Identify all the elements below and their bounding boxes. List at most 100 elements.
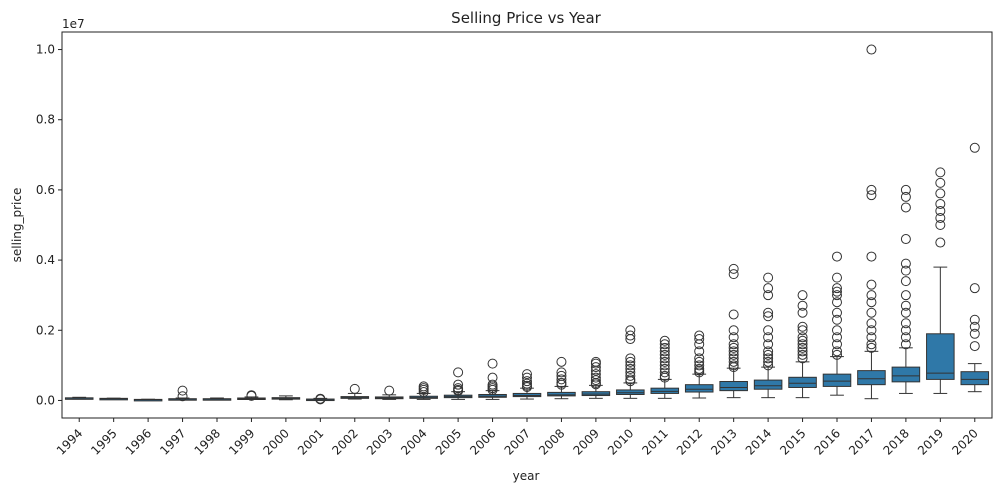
x-tick-label: 2013 xyxy=(708,426,739,457)
x-tick-label: 2003 xyxy=(364,426,395,457)
box-2019 xyxy=(926,167,955,394)
outlier-point xyxy=(625,334,636,345)
outlier-point xyxy=(763,311,774,322)
outlier-point xyxy=(728,332,739,343)
x-tick-label: 2007 xyxy=(502,426,533,457)
outlier-point xyxy=(625,356,636,367)
x-tick-label: 2020 xyxy=(949,426,980,457)
x-tick-label: 2001 xyxy=(295,426,326,457)
box-2011 xyxy=(650,335,680,399)
outlier-point xyxy=(866,279,877,290)
box-2000 xyxy=(271,395,301,401)
x-tick-label: 2016 xyxy=(812,426,843,457)
x-tick-label: 2019 xyxy=(915,426,946,457)
plot-frame xyxy=(61,31,993,419)
outlier-point xyxy=(797,339,808,350)
box-iqr xyxy=(684,384,714,393)
box-iqr xyxy=(581,391,611,397)
x-tick-label: 2008 xyxy=(536,426,567,457)
outlier-point xyxy=(832,286,842,297)
box-iqr xyxy=(616,389,645,395)
outlier-point xyxy=(453,379,464,390)
outlier-point xyxy=(625,325,636,336)
x-tick-label: 2012 xyxy=(674,426,705,457)
box-2014 xyxy=(753,272,783,399)
outlier-point xyxy=(866,44,877,55)
outlier-point xyxy=(694,346,705,357)
outlier-point xyxy=(832,297,842,308)
outlier-point xyxy=(866,332,877,343)
outlier-point xyxy=(900,300,911,311)
outlier-point xyxy=(900,325,911,336)
outlier-point xyxy=(935,188,946,199)
outlier-point xyxy=(659,360,670,371)
outlier-point xyxy=(866,190,877,201)
outlier-point xyxy=(763,332,774,343)
outlier-point xyxy=(728,362,739,373)
box-2008 xyxy=(547,356,576,400)
box-iqr xyxy=(719,381,748,392)
box-iqr xyxy=(547,391,576,397)
outlier-point xyxy=(832,332,842,343)
outlier-point xyxy=(763,339,774,350)
outlier-point xyxy=(590,379,601,390)
outlier-point xyxy=(659,349,670,360)
box-iqr xyxy=(857,370,886,386)
box-iqr xyxy=(753,379,783,390)
outlier-point xyxy=(935,220,946,230)
outlier-point xyxy=(900,290,911,301)
outlier-point xyxy=(832,251,842,262)
outlier-point xyxy=(797,346,808,357)
outlier-point xyxy=(694,339,705,350)
outlier-point xyxy=(969,142,980,153)
outlier-point xyxy=(694,334,705,345)
outlier-point xyxy=(556,367,567,378)
outlier-point xyxy=(659,367,670,378)
outlier-point xyxy=(866,318,877,329)
outlier-point xyxy=(659,353,670,364)
outlier-point xyxy=(797,349,808,360)
outlier-point xyxy=(763,356,774,367)
outlier-point xyxy=(866,307,877,318)
box-1997 xyxy=(168,385,197,402)
outlier-point xyxy=(832,290,842,301)
box-2006 xyxy=(478,358,507,400)
outlier-point xyxy=(900,234,911,245)
box-1998 xyxy=(202,397,232,401)
chart-title: Selling Price vs Year xyxy=(451,9,601,27)
box-2004 xyxy=(409,381,438,400)
outlier-point xyxy=(625,363,636,374)
outlier-point xyxy=(418,387,429,398)
outlier-point xyxy=(453,385,464,396)
y-tick-label: 0.4 xyxy=(36,253,55,267)
outlier-point xyxy=(177,385,188,396)
y-axis-label: selling_price xyxy=(10,188,24,263)
box-2018 xyxy=(891,184,921,394)
outlier-point xyxy=(900,318,911,329)
outlier-point xyxy=(900,191,911,202)
box-2012 xyxy=(684,330,714,399)
outlier-point xyxy=(659,356,670,367)
outlier-point xyxy=(625,370,636,381)
box-iqr xyxy=(926,333,955,380)
outlier-point xyxy=(728,269,739,280)
y-tick-label: 0.8 xyxy=(36,113,55,127)
outlier-point xyxy=(866,184,877,195)
outlier-point xyxy=(763,353,774,364)
outlier-point xyxy=(935,167,946,178)
outlier-point xyxy=(763,290,774,301)
outlier-point xyxy=(866,325,877,336)
outlier-point xyxy=(349,383,360,394)
outlier-point xyxy=(763,325,774,336)
outlier-point xyxy=(900,276,911,287)
x-tick-label: 2002 xyxy=(329,426,360,457)
outlier-point xyxy=(659,346,670,357)
outlier-point xyxy=(969,321,980,332)
outlier-point xyxy=(797,332,808,343)
outlier-point xyxy=(659,335,670,346)
x-tick-label: 2017 xyxy=(846,426,877,457)
outlier-point xyxy=(935,177,946,188)
outlier-point xyxy=(728,342,739,353)
outlier-point xyxy=(866,342,877,353)
